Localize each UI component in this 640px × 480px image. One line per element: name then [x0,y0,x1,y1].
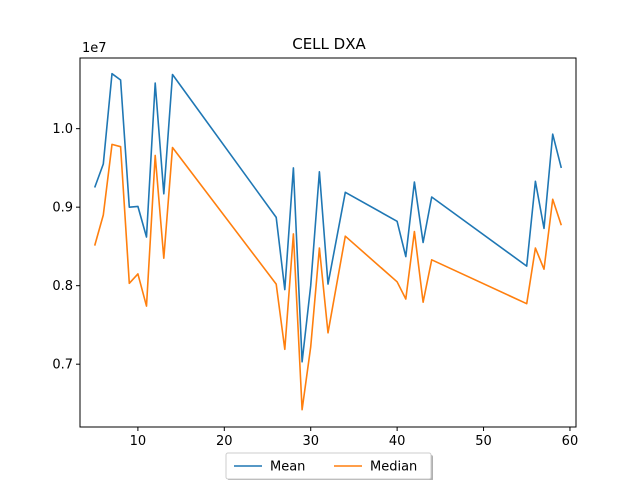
y-tick-label: 1.0 [52,122,73,137]
x-tick-label: 50 [475,434,492,449]
series-layer [93,72,563,411]
x-tick-label: 40 [389,434,406,449]
y-axis: 0.7 0.8 0.9 1.0 [52,122,80,373]
x-tick-label: 10 [130,434,147,449]
series-line-median [93,143,563,411]
y-tick-label: 0.7 [52,358,73,373]
legend-label-median: Median [370,460,417,475]
x-tick-label: 30 [302,434,319,449]
series-line-mean [93,72,563,363]
plot-area [79,57,577,428]
legend-box [225,452,432,480]
x-tick-label: 60 [562,434,579,449]
x-tick-label: 20 [216,434,233,449]
legend: Mean Median [225,452,433,480]
chart-title: CELL DXA [292,35,366,53]
x-axis: 10 20 30 40 50 60 [130,427,579,449]
y-offset-label: 1e7 [82,41,107,56]
y-tick-label: 0.8 [52,279,73,294]
legend-label-mean: Mean [270,460,305,475]
y-tick-label: 0.9 [52,201,73,216]
